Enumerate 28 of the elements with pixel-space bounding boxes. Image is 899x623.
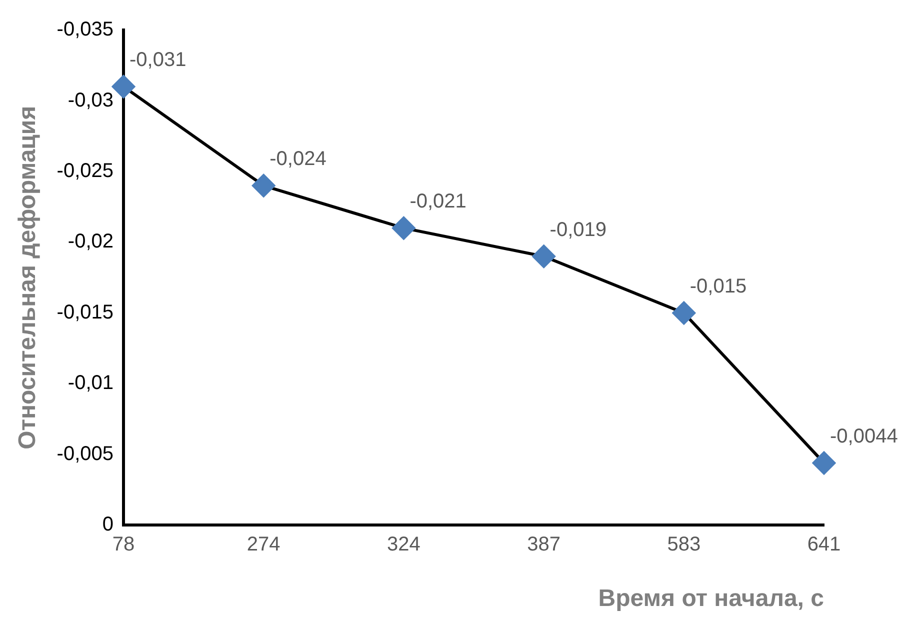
data-label: -0,019 xyxy=(550,218,607,241)
point xyxy=(532,244,556,268)
x-tick-label: 78 xyxy=(112,534,135,556)
x-tick-label: 387 xyxy=(527,534,560,556)
y-tick-label: -0,015 xyxy=(56,301,114,324)
data-label: -0,021 xyxy=(410,190,466,213)
x-tick-label: 274 xyxy=(246,534,280,556)
y-tick-label: -0,005 xyxy=(56,442,114,465)
x-tick-label: 583 xyxy=(667,534,701,556)
data-label: -0,024 xyxy=(270,148,326,170)
data-label: -0,0044 xyxy=(830,425,898,448)
y-tick-label: -0,035 xyxy=(56,18,114,41)
x-axis-title: Время от начала, с xyxy=(598,585,824,612)
point xyxy=(812,451,836,474)
y-tick-label: -0,02 xyxy=(68,230,114,253)
data-label: -0,015 xyxy=(690,275,747,298)
point xyxy=(672,301,696,324)
point xyxy=(112,75,136,98)
y-tick-label: -0,025 xyxy=(56,160,114,182)
y-tick-label: 0 xyxy=(102,514,114,536)
x-tick-label: 641 xyxy=(807,534,841,556)
y-axis-title: Относительная деформация xyxy=(14,106,42,450)
point xyxy=(252,174,276,198)
y-tick-label: -0,01 xyxy=(68,372,114,394)
data-label: -0,031 xyxy=(130,49,186,72)
point xyxy=(392,216,416,240)
x-tick-label: 324 xyxy=(387,534,420,556)
y-tick-label: -0,03 xyxy=(68,89,114,112)
